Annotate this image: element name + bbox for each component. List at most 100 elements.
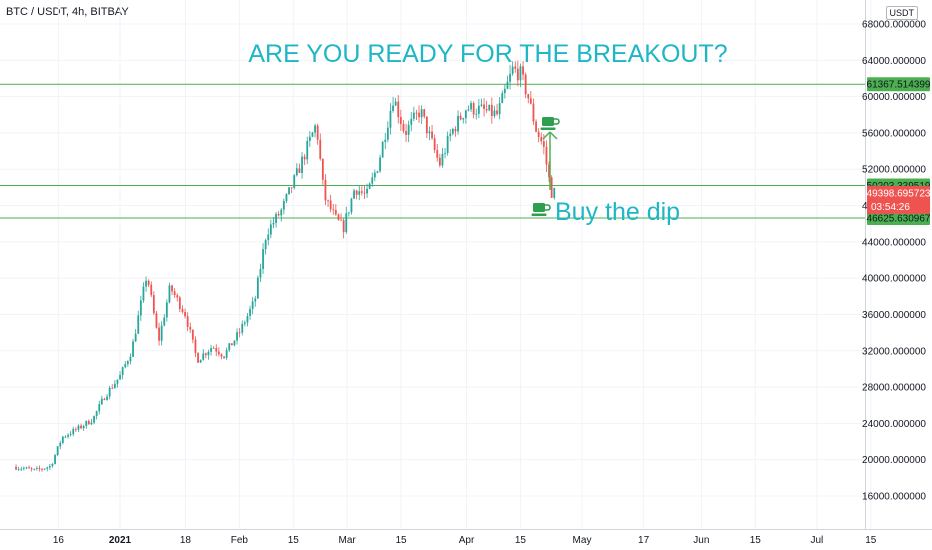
target-arrow-head-left (542, 131, 551, 140)
candle-body (418, 112, 420, 118)
time-tick-label: Jun (693, 535, 709, 546)
candle-body (145, 280, 147, 287)
candles (15, 60, 556, 472)
candle-body (535, 121, 537, 132)
candle-body (150, 284, 153, 296)
annotation-text: Buy the dip (555, 198, 680, 226)
candle-body (477, 105, 480, 114)
candle-body (459, 115, 462, 120)
candle-body (230, 343, 233, 346)
candle-body (493, 110, 496, 117)
candle-body (142, 286, 145, 301)
candle-body (103, 398, 106, 400)
candle-body (25, 467, 28, 469)
candle-body (488, 104, 491, 111)
candle-body (87, 420, 90, 425)
price-tick-label: 64000.000000 (862, 56, 926, 67)
candle-body (233, 340, 236, 346)
candle-body (522, 66, 524, 75)
candle-body (537, 131, 540, 138)
candle-body (553, 188, 556, 198)
candle-body (215, 348, 218, 352)
candle-body (376, 171, 379, 173)
candle-body (441, 153, 444, 166)
level-tag: 61367.514399 (867, 77, 931, 92)
candle-body (246, 315, 249, 323)
candle-body (77, 425, 80, 430)
candle-body (259, 268, 262, 278)
candle-body (295, 168, 298, 176)
time-tick-label: Mar (339, 535, 357, 546)
candle-body (33, 468, 36, 470)
candle-body (308, 136, 311, 141)
candle-body (163, 317, 166, 326)
candle-body (360, 191, 363, 193)
candle-body (67, 434, 69, 437)
countdown-label: 03:54:26 (871, 202, 910, 213)
candle-body (74, 428, 77, 430)
price-tick-label: 40000.000000 (862, 274, 926, 285)
candle-body (285, 194, 288, 201)
candle-body (288, 187, 290, 195)
current-price-label: 49398.695723 (867, 188, 931, 199)
currency-label[interactable]: USDT (885, 6, 918, 20)
time-tick-label: 15 (865, 535, 877, 546)
candle-body (137, 315, 140, 334)
candle-body (485, 108, 488, 111)
symbol-title: BTC / USDT, 4h, BITBAY (6, 6, 129, 18)
time-tick-label: May (573, 535, 592, 546)
candle-body (38, 468, 41, 469)
candle-body (503, 88, 506, 94)
time-tick-label: 16 (53, 535, 65, 546)
candle-body (298, 168, 301, 173)
candle-body (394, 101, 397, 106)
level-tag-label: 61367.514399 (867, 80, 931, 91)
candle-body (212, 348, 215, 349)
candle-body (506, 81, 509, 89)
candle-body (280, 209, 283, 216)
candle-body (54, 455, 56, 464)
candle-body (423, 109, 426, 117)
candle-body (160, 325, 163, 341)
candle-body (290, 187, 293, 189)
candle-body (85, 420, 88, 426)
current-price-bg (867, 185, 930, 214)
candle-body (529, 98, 532, 104)
candle-body (251, 301, 254, 309)
level-tag-bg (867, 211, 930, 226)
candle-body (202, 353, 205, 360)
price-tick-label: 68000.000000 (862, 20, 926, 31)
candle-body (425, 116, 428, 134)
candle-body (327, 200, 329, 202)
candle-body (358, 191, 361, 195)
candle-body (454, 128, 457, 132)
candle-body (407, 124, 410, 135)
candle-body (337, 214, 340, 220)
price-tick-label: 28000.000000 (862, 383, 926, 394)
candle-body (303, 156, 306, 160)
candle-body (264, 240, 267, 250)
candle-body (324, 179, 327, 201)
candle-body (433, 138, 436, 150)
level-tag-bg (867, 77, 930, 92)
candle-body (389, 110, 392, 128)
candle-body (69, 434, 72, 435)
candle-body (43, 468, 46, 470)
candle-body (132, 341, 134, 357)
candle-body (316, 125, 319, 140)
candle-body (412, 112, 415, 119)
candle-body (152, 295, 155, 314)
candle-body (121, 367, 124, 376)
candle-body (269, 224, 272, 235)
candle-body (46, 467, 49, 469)
candle-body (98, 404, 101, 412)
time-tick-label: Feb (231, 535, 249, 546)
candle-body (186, 316, 189, 327)
candle-body (41, 468, 43, 470)
candle-body (126, 361, 129, 365)
candle-body (93, 416, 95, 423)
candle-body (542, 141, 545, 147)
candle-body (350, 198, 353, 213)
price-tick-label: 16000.000000 (862, 492, 926, 503)
